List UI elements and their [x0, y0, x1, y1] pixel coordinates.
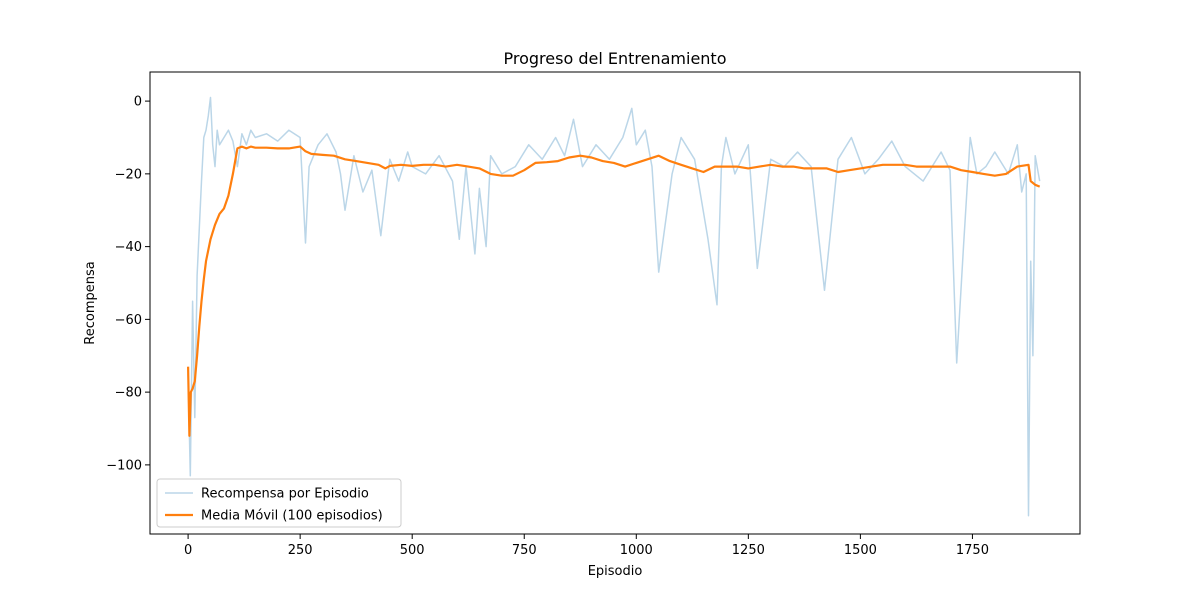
legend-box [156, 478, 402, 528]
legend-entry-label: Media Móvil (100 episodios) [201, 509, 383, 524]
x-tick-label: 500 [400, 543, 425, 558]
y-tick-label: −20 [115, 167, 142, 182]
x-tick-label: 250 [288, 543, 313, 558]
x-tick-label: 1750 [956, 543, 989, 558]
x-axis: 0 250 500 750 1000 1250 1500 1750 [184, 534, 989, 558]
x-tick-label: 1500 [844, 543, 877, 558]
y-tick-label: −40 [115, 240, 142, 255]
y-tick-label: −80 [115, 386, 142, 401]
x-tick-label: 1000 [620, 543, 653, 558]
plot-area [187, 96, 1041, 517]
x-tick-label: 750 [512, 543, 537, 558]
series-line-moving-average [187, 145, 1041, 437]
y-tick-label: −60 [115, 313, 142, 328]
y-axis: 0 −20 −40 −60 −80 −100 [106, 95, 150, 473]
chart-title: Progreso del Entrenamiento [504, 49, 727, 68]
x-tick-label: 1250 [732, 543, 765, 558]
series-line-episode-reward [187, 96, 1041, 517]
y-tick-label: −100 [106, 458, 142, 473]
legend-entry-label: Recompensa por Episodio [201, 487, 369, 502]
y-axis-label: Recompensa [83, 261, 98, 344]
legend: Recompensa por Episodio Media Móvil (100 … [156, 478, 402, 528]
y-tick-label: 0 [134, 95, 142, 110]
plot-frame [149, 71, 1081, 535]
x-axis-label: Episodio [588, 564, 643, 579]
x-tick-label: 0 [184, 543, 192, 558]
